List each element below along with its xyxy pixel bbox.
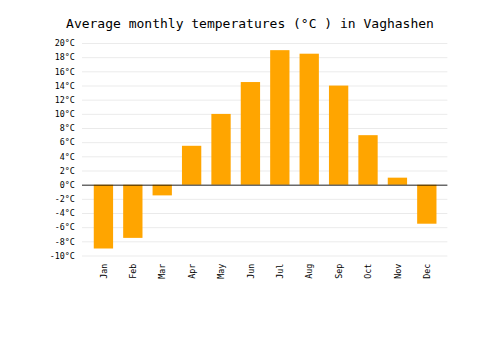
svg-text:Apr: Apr <box>187 264 197 279</box>
svg-text:Sep: Sep <box>334 264 344 279</box>
svg-text:Dec: Dec <box>422 264 432 279</box>
svg-text:8°C: 8°C <box>60 123 75 133</box>
svg-text:4°C: 4°C <box>60 152 75 162</box>
svg-text:Nov: Nov <box>393 264 403 279</box>
svg-text:20°C: 20°C <box>55 38 75 48</box>
svg-text:Feb: Feb <box>128 264 138 279</box>
svg-text:14°C: 14°C <box>55 81 75 91</box>
svg-text:-4°C: -4°C <box>55 208 75 218</box>
svg-text:6°C: 6°C <box>60 137 75 147</box>
svg-text:2°C: 2°C <box>60 166 75 176</box>
svg-text:10°C: 10°C <box>55 109 75 119</box>
svg-text:18°C: 18°C <box>55 52 75 62</box>
svg-text:-10°C: -10°C <box>50 251 75 261</box>
svg-text:Jan: Jan <box>99 264 109 279</box>
svg-text:Jul: Jul <box>275 264 285 279</box>
svg-text:May: May <box>216 264 226 279</box>
svg-text:-2°C: -2°C <box>55 194 75 204</box>
svg-text:0°C: 0°C <box>60 180 75 190</box>
html-text:Average monthly temperatures (: Average monthly temperatures (°C ) in Va… <box>66 16 434 31</box>
svg-text:Aug: Aug <box>304 264 314 279</box>
svg-text:Oct: Oct <box>363 264 373 279</box>
svg-text:-6°C: -6°C <box>55 222 75 232</box>
svg-text:-8°C: -8°C <box>55 237 75 247</box>
svg-text:Jun: Jun <box>246 264 256 279</box>
svg-text:Mar: Mar <box>157 264 167 279</box>
svg-text:16°C: 16°C <box>55 67 75 77</box>
svg-text:12°C: 12°C <box>55 95 75 105</box>
